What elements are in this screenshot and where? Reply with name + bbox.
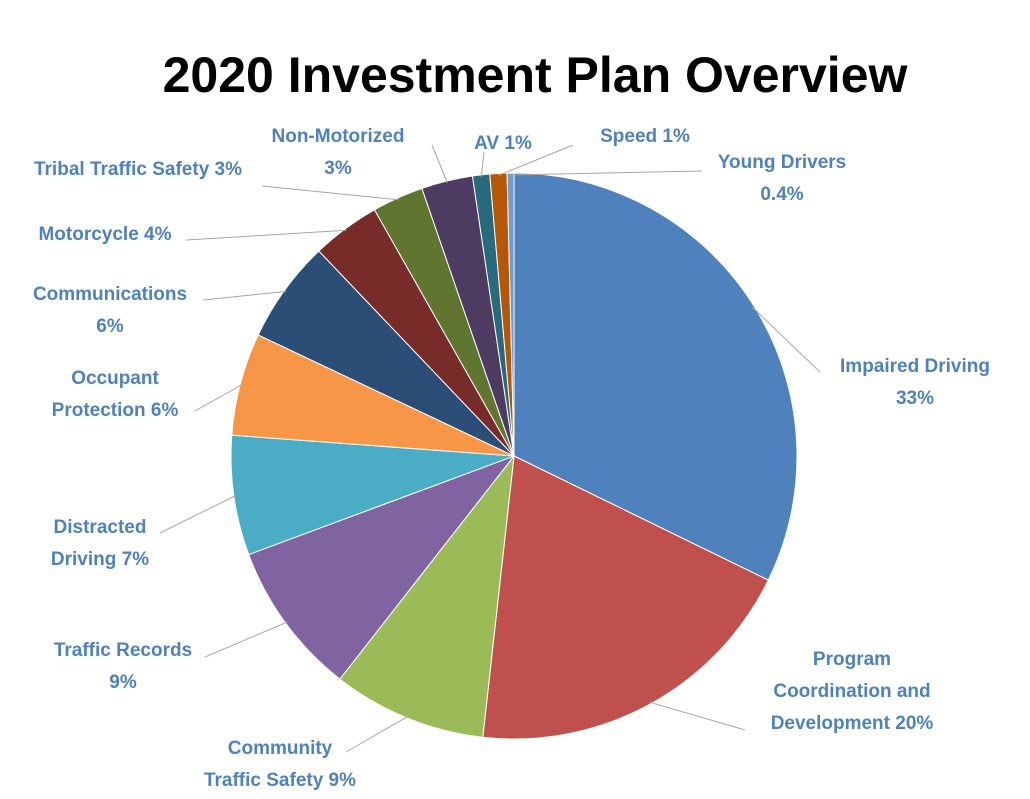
pie-slice-program-coordination-and-development: [482, 455, 769, 740]
slice-label-young-drivers: Young Drivers 0.4%: [718, 152, 846, 205]
slice-label-non-motorized: Non-Motorized 3%: [272, 126, 405, 179]
slice-label-line: Driving 7%: [51, 549, 149, 570]
slice-label-line: Non-Motorized: [272, 126, 405, 147]
slice-label-line: Young Drivers: [718, 152, 846, 173]
slice-labels: Impaired Driving 33% Program Coordination a…: [33, 126, 990, 791]
slice-label-line: Speed 1%: [600, 126, 690, 147]
leader-line-young-drivers: [510, 170, 703, 176]
slice-label-line: Traffic Safety 9%: [204, 770, 356, 791]
slice-label-line: AV 1%: [474, 133, 532, 154]
leader-line-distracted-driving: [159, 495, 237, 534]
leader-line-traffic-records: [204, 621, 288, 658]
slice-label-line: Impaired Driving: [840, 356, 990, 377]
leader-line-av: [480, 151, 485, 177]
leader-lines: [159, 144, 821, 753]
slice-label-occupant-protection: Occupant Protection 6%: [52, 368, 179, 421]
slice-label-line: Development 20%: [771, 713, 934, 734]
slice-label-line: 9%: [109, 672, 137, 693]
slice-label-line: Community: [228, 738, 333, 759]
slice-label-distracted-driving: Distracted Driving 7%: [51, 517, 149, 570]
slice-label-line: Protection 6%: [52, 400, 179, 421]
slice-label-speed: Speed 1%: [600, 126, 690, 147]
slice-label-line: Program: [813, 649, 891, 670]
leader-line-communications: [202, 290, 287, 301]
slice-label-line: 6%: [96, 316, 124, 337]
slice-label-line: 0.4%: [760, 184, 803, 205]
slice-label-line: Coordination and: [773, 681, 930, 702]
slice-label-line: Motorcycle 4%: [38, 224, 171, 245]
pie-slices: [230, 172, 798, 740]
slice-label-impaired-driving: Impaired Driving 33%: [840, 356, 990, 409]
slice-label-program-coordination-and-development: Program Coordination and Development 20%: [771, 649, 934, 734]
slice-label-tribal-traffic-safety: Tribal Traffic Safety 3%: [34, 159, 242, 180]
chart-title: 2020 Investment Plan Overview: [163, 47, 908, 103]
slice-label-line: 3%: [324, 158, 352, 179]
slice-label-community-traffic-safety: Community Traffic Safety 9%: [204, 738, 356, 791]
slice-label-motorcycle: Motorcycle 4%: [38, 224, 171, 245]
leader-line-occupant-protection: [194, 383, 243, 412]
slice-label-line: Traffic Records: [54, 640, 192, 661]
slice-label-line: Occupant: [71, 368, 159, 389]
pie-slice-distracted-driving: [230, 434, 515, 556]
slice-label-av: AV 1%: [474, 133, 532, 154]
slice-label-line: Tribal Traffic Safety 3%: [34, 159, 242, 180]
leader-line-program-coordination-and-development: [649, 701, 746, 731]
leader-line-motorcycle: [185, 229, 347, 241]
leader-line-impaired-driving: [751, 306, 821, 373]
leader-line-tribal-traffic-safety: [261, 185, 399, 201]
leader-line-speed: [498, 144, 574, 176]
pie-slice-young-drivers: [506, 172, 515, 457]
leader-line-non-motorized: [431, 144, 448, 184]
leader-line-community-traffic-safety: [345, 715, 409, 753]
slice-label-line: 33%: [896, 388, 934, 409]
slice-label-line: Distracted: [54, 517, 147, 538]
pie-slice-impaired-driving: [513, 172, 798, 581]
slice-label-traffic-records: Traffic Records 9%: [54, 640, 192, 693]
pie-slice-community-traffic-safety: [339, 454, 515, 738]
slice-label-line: Communications: [33, 284, 187, 305]
slice-label-communications: Communications 6%: [33, 284, 187, 337]
